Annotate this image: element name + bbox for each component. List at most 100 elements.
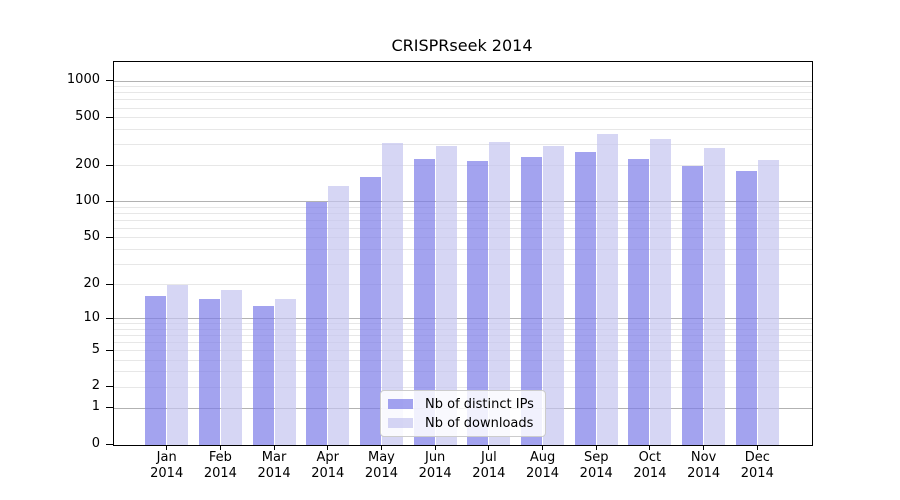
y-tick-mark-0 [106,444,113,445]
bar-distinct-ips-jul [467,161,489,445]
x-tick-label-jul: Jul 2014 [472,450,506,481]
gridline-minor-70 [114,220,812,222]
y-tick-label-50: 50 [83,228,100,244]
bar-distinct-ips-nov [682,165,704,445]
gridline-minor-700 [114,99,812,101]
legend: Nb of distinct IPs Nb of downloads [380,390,546,437]
x-tick-mark-mar [273,445,275,450]
bar-distinct-ips-apr [306,201,328,445]
bar-distinct-ips-may [359,177,381,445]
gridline-minor-300 [114,143,812,145]
bar-downloads-may [381,143,403,445]
gridline-minor-4 [114,359,812,361]
x-tick-mark-feb [219,445,221,450]
y-tick-label-5: 5 [91,341,100,357]
legend-row-distinct-ips: Nb of distinct IPs [388,396,535,412]
y-tick-mark-5 [106,349,113,351]
legend-row-downloads: Nb of downloads [388,415,535,431]
bar-distinct-ips-jun [413,159,435,445]
bar-downloads-feb [220,289,242,445]
y-tick-label-100: 100 [75,192,100,208]
gridline-minor-7 [114,334,812,336]
gridline-minor-5 [114,350,812,352]
legend-label-distinct-ips: Nb of distinct IPs [425,396,534,412]
gridline-major-10 [114,318,812,320]
gridline-minor-90 [114,206,812,208]
gridline-minor-6 [114,342,812,344]
gridline-minor-60 [114,228,812,230]
gridline-minor-600 [114,107,812,109]
x-tick-label-apr: Apr 2014 [311,450,345,481]
y-tick-label-500: 500 [75,108,100,124]
gridline-minor-30 [114,263,812,265]
x-tick-label-sep: Sep 2014 [579,450,613,481]
x-tick-label-dec: Dec 2014 [740,450,774,481]
bar-downloads-jun [435,145,457,445]
bar-downloads-dec [757,160,779,445]
bar-distinct-ips-dec [735,170,757,445]
x-tick-mark-jan [166,445,168,450]
x-tick-label-feb: Feb 2014 [203,450,237,481]
x-tick-label-mar: Mar 2014 [257,450,291,481]
y-tick-mark-2 [106,386,113,388]
bar-downloads-sep [596,134,618,445]
gridline-minor-20 [114,284,812,286]
bar-distinct-ips-mar [252,306,274,445]
legend-swatch-downloads-icon [388,418,413,428]
x-tick-label-may: May 2014 [364,450,398,481]
bar-downloads-jul [489,142,511,445]
gridline-minor-50 [114,237,812,239]
gridline-minor-2 [114,386,812,388]
y-tick-label-1: 1 [91,399,100,415]
x-tick-label-jun: Jun 2014 [418,450,452,481]
x-tick-label-aug: Aug 2014 [525,450,560,481]
chart-title: CRISPRseek 2014 [391,36,533,55]
y-tick-mark-20 [106,283,113,285]
legend-swatch-distinct-ips-icon [388,399,413,409]
x-tick-label-oct: Oct 2014 [633,450,667,481]
x-tick-mark-nov [703,445,705,450]
gridline-major-100 [114,201,812,203]
gridline-minor-9 [114,323,812,325]
gridline-minor-800 [114,92,812,94]
y-tick-mark-200 [106,164,113,166]
y-tick-mark-10 [106,317,113,319]
x-tick-mark-jul [488,445,490,450]
y-tick-mark-500 [106,116,113,118]
y-tick-label-1000: 1000 [66,72,100,88]
bar-distinct-ips-feb [198,299,220,445]
y-tick-label-200: 200 [75,156,100,172]
gridline-minor-200 [114,165,812,167]
x-tick-label-nov: Nov 2014 [687,450,721,481]
gridline-minor-900 [114,86,812,88]
y-tick-label-10: 10 [83,309,100,325]
y-tick-label-20: 20 [83,275,100,291]
x-tick-mark-oct [649,445,651,450]
y-tick-label-2: 2 [91,378,100,394]
bar-downloads-apr [328,185,350,445]
x-tick-label-jan: Jan 2014 [150,450,184,481]
y-tick-label-0: 0 [91,436,100,451]
gridline-major-1000 [114,80,812,82]
y-tick-mark-1000 [106,80,113,82]
x-tick-mark-jun [434,445,436,450]
bar-distinct-ips-oct [628,159,650,445]
bar-distinct-ips-sep [574,152,596,445]
x-tick-mark-sep [595,445,597,450]
bar-downloads-oct [650,138,672,445]
bar-downloads-jan [167,284,189,445]
bar-downloads-nov [704,148,726,445]
bar-downloads-mar [274,299,296,445]
y-tick-mark-100 [106,200,113,202]
x-tick-mark-apr [327,445,329,450]
y-tick-mark-1 [106,407,113,409]
y-tick-mark-50 [106,236,113,238]
gridline-minor-40 [114,248,812,250]
bar-downloads-aug [543,146,565,445]
bar-distinct-ips-jan [145,295,167,445]
bar-distinct-ips-aug [521,156,543,445]
x-tick-mark-may [380,445,382,450]
gridline-minor-3 [114,371,812,373]
gridline-minor-8 [114,328,812,330]
